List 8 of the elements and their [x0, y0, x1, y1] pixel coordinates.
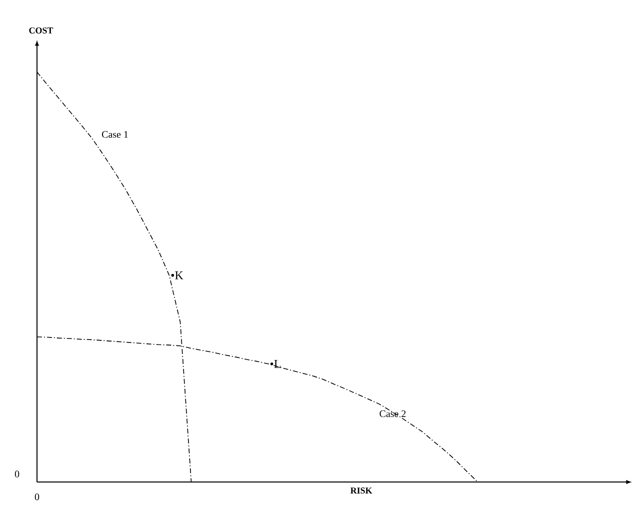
- text: 0: [14, 470, 20, 478]
- annotation: •L: [270, 360, 280, 368]
- annotation: •K: [171, 271, 184, 280]
- series-label: Case 2: [380, 410, 406, 418]
- y-axis-title: COST: [29, 27, 54, 34]
- series-label: Case 1: [102, 131, 128, 138]
- x-axis-title: RISK: [350, 488, 372, 494]
- text: 0: [34, 493, 40, 500]
